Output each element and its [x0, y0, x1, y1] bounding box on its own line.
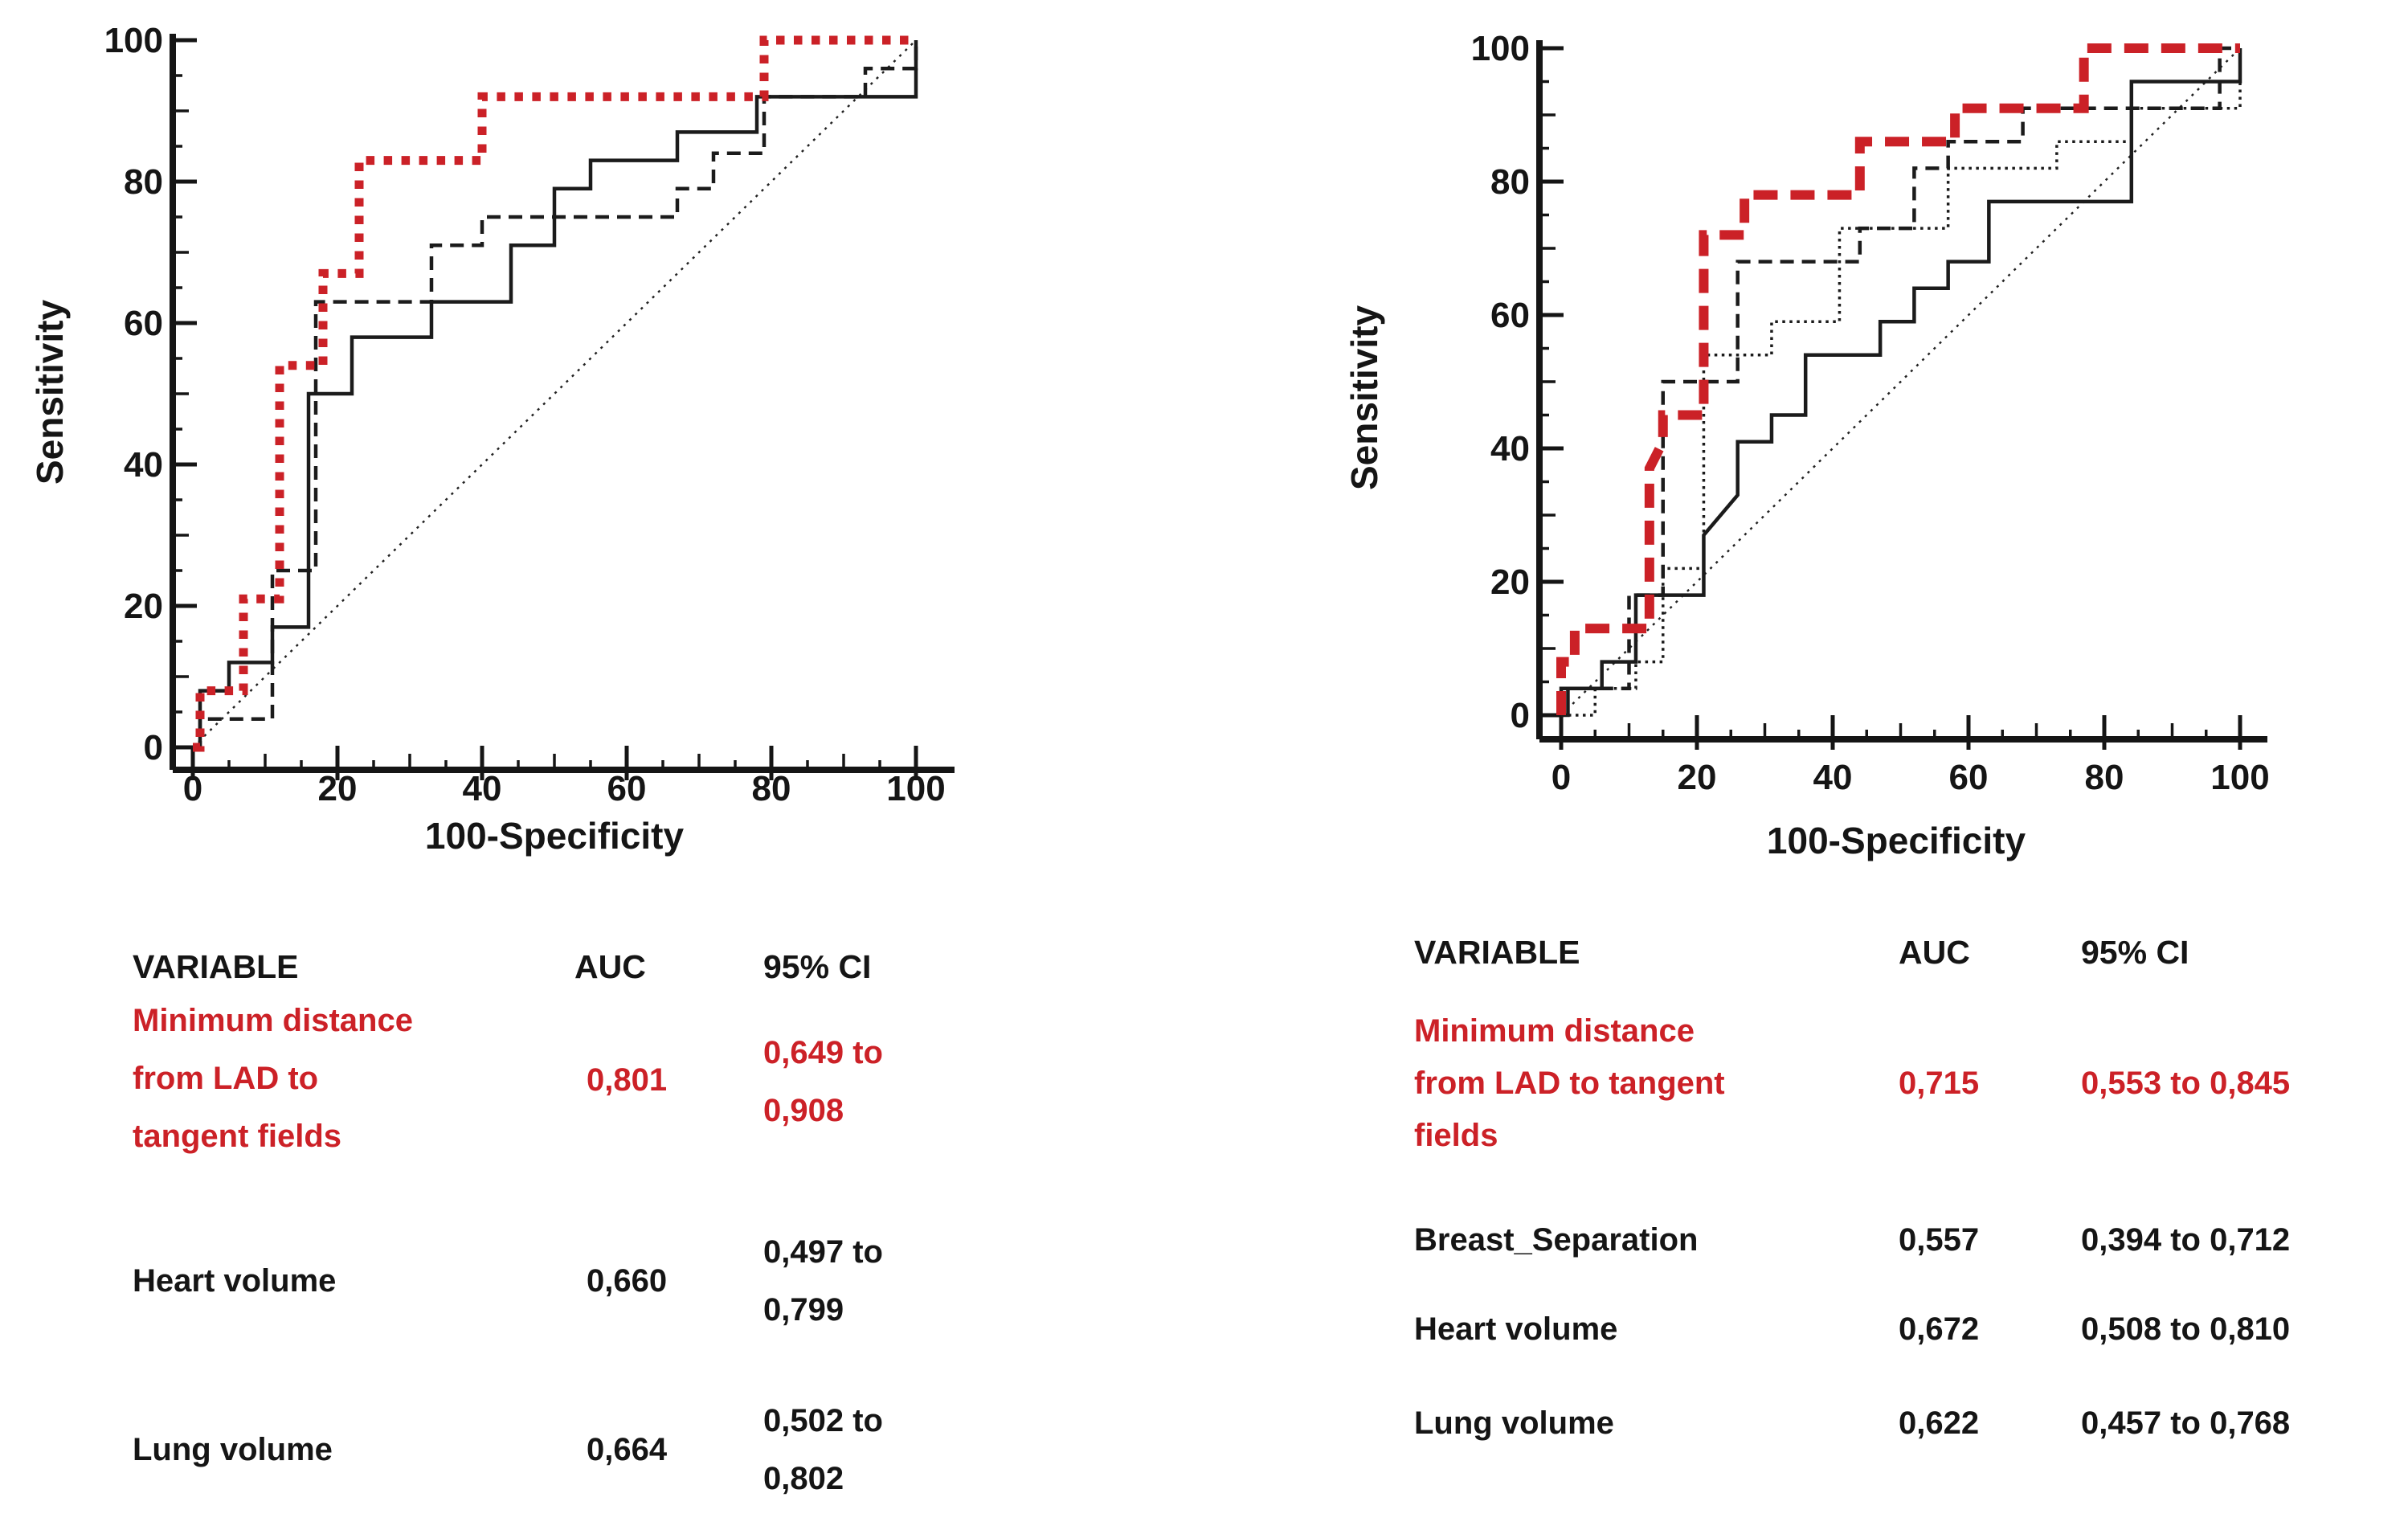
row-ci-line: 0,553 to 0,845 [2081, 1066, 2291, 1101]
y-tick-label: 0 [1511, 696, 1530, 735]
row-auc-value: 0,672 [1899, 1311, 1980, 1347]
left-table-header-ci: 95% CI [763, 948, 872, 985]
x-tick-label: 100 [2210, 758, 2269, 797]
x-tick-label: 0 [183, 769, 202, 808]
y-tick-label: 60 [124, 304, 163, 343]
row-auc-value: 0,715 [1899, 1066, 1980, 1101]
row-ci-line: 0,802 [763, 1461, 844, 1496]
row-variable-line: tangent fields [133, 1119, 342, 1154]
right-table-header-auc: AUC [1899, 934, 1970, 971]
right-table-header-ci: 95% CI [2081, 934, 2189, 971]
x-tick-label: 80 [752, 769, 791, 808]
row-ci-line: 0,394 to 0,712 [2081, 1222, 2291, 1258]
row-ci-line: 0,497 to [763, 1234, 883, 1270]
left-table-header-variable: VARIABLE [133, 948, 299, 985]
roc-curve-breast-separation [1561, 48, 2242, 718]
roc-curve-lung-volume [193, 40, 918, 750]
row-ci-line: 0,908 [763, 1093, 844, 1128]
x-tick-label: 20 [1678, 758, 1717, 797]
x-tick-label: 60 [1949, 758, 1989, 797]
diagonal-reference-line [1560, 47, 2241, 716]
row-variable-line: Lung volume [133, 1432, 333, 1467]
y-tick-label: 20 [1490, 563, 1530, 602]
x-tick-label: 100 [886, 769, 945, 808]
roc-curve-minimum-distance-from-lad-to-tangent-fields [193, 35, 916, 752]
y-tick-label: 20 [124, 587, 163, 626]
roc-curve-lung-volume [1561, 48, 2242, 717]
y-tick-label: 80 [124, 162, 163, 202]
right-roc-plot: 0 20 40 60 80 100 0 20 40 60 80 100 100-Specificity S… [1343, 29, 2270, 861]
row-variable-line: Heart volume [1414, 1311, 1618, 1347]
row-variable-line: from LAD to [133, 1061, 319, 1096]
y-axis-label: Sensitivity [1343, 305, 1385, 491]
row-ci-line: 0,508 to 0,810 [2081, 1311, 2291, 1347]
x-axis-label: 100-Specificity [425, 815, 685, 857]
row-variable-line: Breast_Separation [1414, 1222, 1699, 1258]
row-auc-value: 0,801 [587, 1062, 668, 1098]
roc-curve-minimum-distance-from-lad-to-tangent-fields [1556, 43, 2240, 715]
y-tick-label: 40 [124, 445, 163, 485]
row-variable-line: Minimum distance [1414, 1013, 1695, 1049]
row-variable-line: Lung volume [1414, 1405, 1614, 1441]
y-tick-label: 100 [1471, 29, 1530, 68]
left-table-header-auc: AUC [574, 948, 646, 985]
x-tick-label: 20 [318, 769, 358, 808]
row-variable-line: fields [1414, 1118, 1498, 1153]
y-tick-label: 60 [1490, 296, 1530, 335]
x-tick-label: 40 [1813, 758, 1853, 797]
y-tick-label: 0 [144, 728, 163, 767]
right-table-header-variable: VARIABLE [1414, 934, 1580, 971]
y-axis-label: Sensitivity [29, 300, 71, 485]
row-auc-value: 0,622 [1899, 1405, 1980, 1441]
row-auc-value: 0,664 [587, 1432, 668, 1467]
row-auc-value: 0,557 [1899, 1222, 1980, 1258]
row-variable-line: Heart volume [133, 1263, 337, 1299]
row-ci-line: 0,457 to 0,768 [2081, 1405, 2291, 1441]
diagonal-reference-line [192, 39, 917, 748]
row-ci-line: 0,799 [763, 1292, 844, 1328]
x-tick-label: 80 [2085, 758, 2124, 797]
x-tick-label: 0 [1552, 758, 1571, 797]
x-axis-label: 100-Specificity [1767, 820, 2026, 861]
row-ci-line: 0,502 to [763, 1403, 883, 1438]
row-auc-value: 0,660 [587, 1263, 668, 1299]
roc-curve-heart-volume [193, 40, 918, 750]
x-tick-label: 40 [463, 769, 502, 808]
row-variable-line: from LAD to tangent [1414, 1066, 1725, 1101]
y-tick-label: 100 [104, 21, 163, 60]
left-roc-plot: 0 20 40 60 80 100 0 20 40 60 80 100 100-Specificity S… [29, 21, 955, 857]
y-tick-label: 40 [1490, 429, 1530, 468]
row-variable-line: Minimum distance [133, 1003, 413, 1038]
row-ci-line: 0,649 to [763, 1035, 883, 1070]
y-tick-label: 80 [1490, 162, 1530, 202]
x-tick-label: 60 [607, 769, 647, 808]
